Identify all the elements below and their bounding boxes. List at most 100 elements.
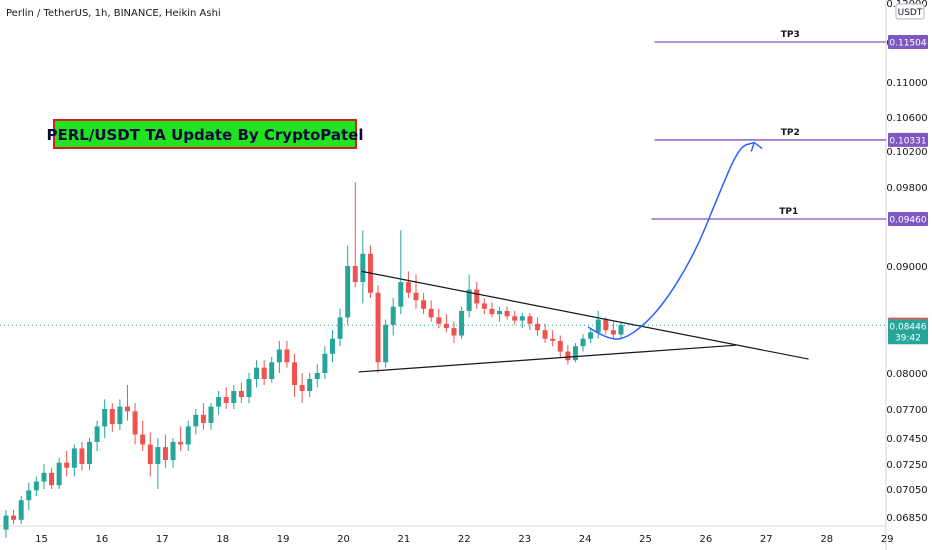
currency-label: USDT: [898, 8, 923, 18]
candle-up: [269, 362, 275, 379]
candle-down: [527, 316, 533, 324]
candle-down: [443, 323, 449, 329]
candle-down: [512, 316, 518, 321]
candle-up: [519, 316, 525, 321]
candle-down: [238, 391, 244, 397]
candle-up: [360, 253, 366, 283]
time-tick-label: 29: [881, 534, 894, 545]
price-tick-label: 0.07700: [886, 405, 927, 416]
candle-down: [261, 367, 267, 379]
triangle-upper-trendline[interactable]: [361, 270, 809, 360]
candle-up: [231, 391, 237, 403]
target-price-tag: [888, 35, 928, 49]
currency-badge-box: [895, 3, 925, 20]
candle-down: [428, 308, 434, 318]
time-tick-label: 18: [216, 534, 229, 545]
projection-curve[interactable]: [587, 141, 755, 340]
candle-up: [595, 319, 601, 333]
time-tick-label: 28: [820, 534, 833, 545]
candle-down: [140, 434, 146, 445]
candle-up: [322, 353, 328, 373]
candle-up: [254, 367, 260, 379]
candle-up: [216, 397, 222, 407]
candle-down: [375, 292, 381, 363]
candle-up: [26, 490, 32, 501]
candle-down: [481, 303, 487, 309]
price-tick-label: 0.07450: [886, 434, 927, 445]
candle-down: [124, 406, 130, 412]
candle-up: [459, 310, 465, 336]
candle-up: [497, 310, 503, 315]
candle-up: [208, 406, 214, 423]
target-price-tag-label: 0.09460: [889, 216, 926, 226]
target-price-tag-label: 0.11504: [889, 39, 926, 49]
price-tick-label: 0.08000: [886, 369, 927, 380]
candle-down: [405, 282, 411, 293]
candle-down: [132, 411, 138, 435]
time-tick-label: 26: [700, 534, 713, 545]
target-price-tag-label: 0.10331: [889, 136, 926, 146]
time-tick-label: 25: [639, 534, 652, 545]
currency-badge[interactable]: USDT: [895, 3, 925, 20]
candle-up: [246, 379, 252, 397]
price-tick-label: 0.09800: [886, 183, 927, 194]
price-tick-label: 0.07050: [886, 485, 927, 496]
target-price-tag: [888, 212, 928, 226]
time-tick-label: 23: [518, 534, 531, 545]
candle-up: [398, 282, 404, 307]
candle-up: [618, 324, 624, 335]
candle-up: [572, 346, 578, 361]
time-axis[interactable]: 15 16 17 18 19 20 21 22 23 24 25 26 27 28 29: [35, 534, 893, 545]
candle-up: [3, 515, 9, 530]
candle-up: [276, 349, 282, 363]
candle-down: [284, 349, 290, 363]
candle-up: [170, 441, 176, 461]
candle-down: [474, 289, 480, 304]
candle-up: [185, 426, 191, 445]
candle-down: [79, 448, 85, 464]
candle-down: [200, 414, 206, 423]
candle-up: [87, 441, 93, 464]
candle-down: [292, 362, 298, 385]
candle-up: [329, 338, 335, 354]
drawings-layer: TP3 TP2 TP1: [358, 30, 886, 373]
time-tick-label: 22: [458, 534, 471, 545]
time-tick-label: 15: [35, 534, 48, 545]
candle-down: [178, 441, 184, 445]
candle-down: [603, 319, 609, 331]
countdown-label: 39:42: [895, 333, 921, 343]
candle-down: [162, 447, 168, 461]
time-tick-label: 19: [277, 534, 290, 545]
candle-up: [117, 406, 123, 425]
time-tick-label: 27: [760, 534, 773, 545]
current-price-tag: [888, 319, 928, 345]
candle-down: [109, 409, 115, 425]
current-price-tag-label: 0.08446: [889, 322, 926, 332]
price-tick-label: 0.07250: [886, 460, 927, 471]
candle-up: [94, 426, 100, 442]
candle-up: [33, 481, 39, 491]
triangle-lower-trendline[interactable]: [358, 344, 737, 373]
projection-arrowhead: [750, 141, 763, 152]
candle-up: [56, 462, 62, 486]
price-tick-label: 0.10600: [886, 113, 927, 124]
candle-down: [147, 444, 153, 464]
time-tick-label: 21: [398, 534, 411, 545]
candle-down: [565, 351, 571, 361]
candle-up: [41, 472, 47, 482]
chart-title: Perlin / TetherUS, 1h, BINANCE, Heikin A…: [6, 8, 221, 19]
candle-down: [352, 266, 358, 283]
target-price-tag: [888, 132, 928, 147]
candle-up: [337, 317, 343, 339]
banner-box: [53, 119, 357, 149]
banner: PERL/USDT TA Update By CryptoPatel: [47, 119, 364, 149]
banner-text: PERL/USDT TA Update By CryptoPatel: [47, 126, 364, 144]
time-tick-label: 24: [579, 534, 592, 545]
time-tick-label: 20: [337, 534, 350, 545]
price-tick-label: 0.10200: [886, 147, 927, 158]
candle-up: [71, 448, 77, 468]
candle-up: [314, 373, 320, 379]
candle-down: [436, 317, 442, 324]
candle-down: [11, 515, 17, 520]
